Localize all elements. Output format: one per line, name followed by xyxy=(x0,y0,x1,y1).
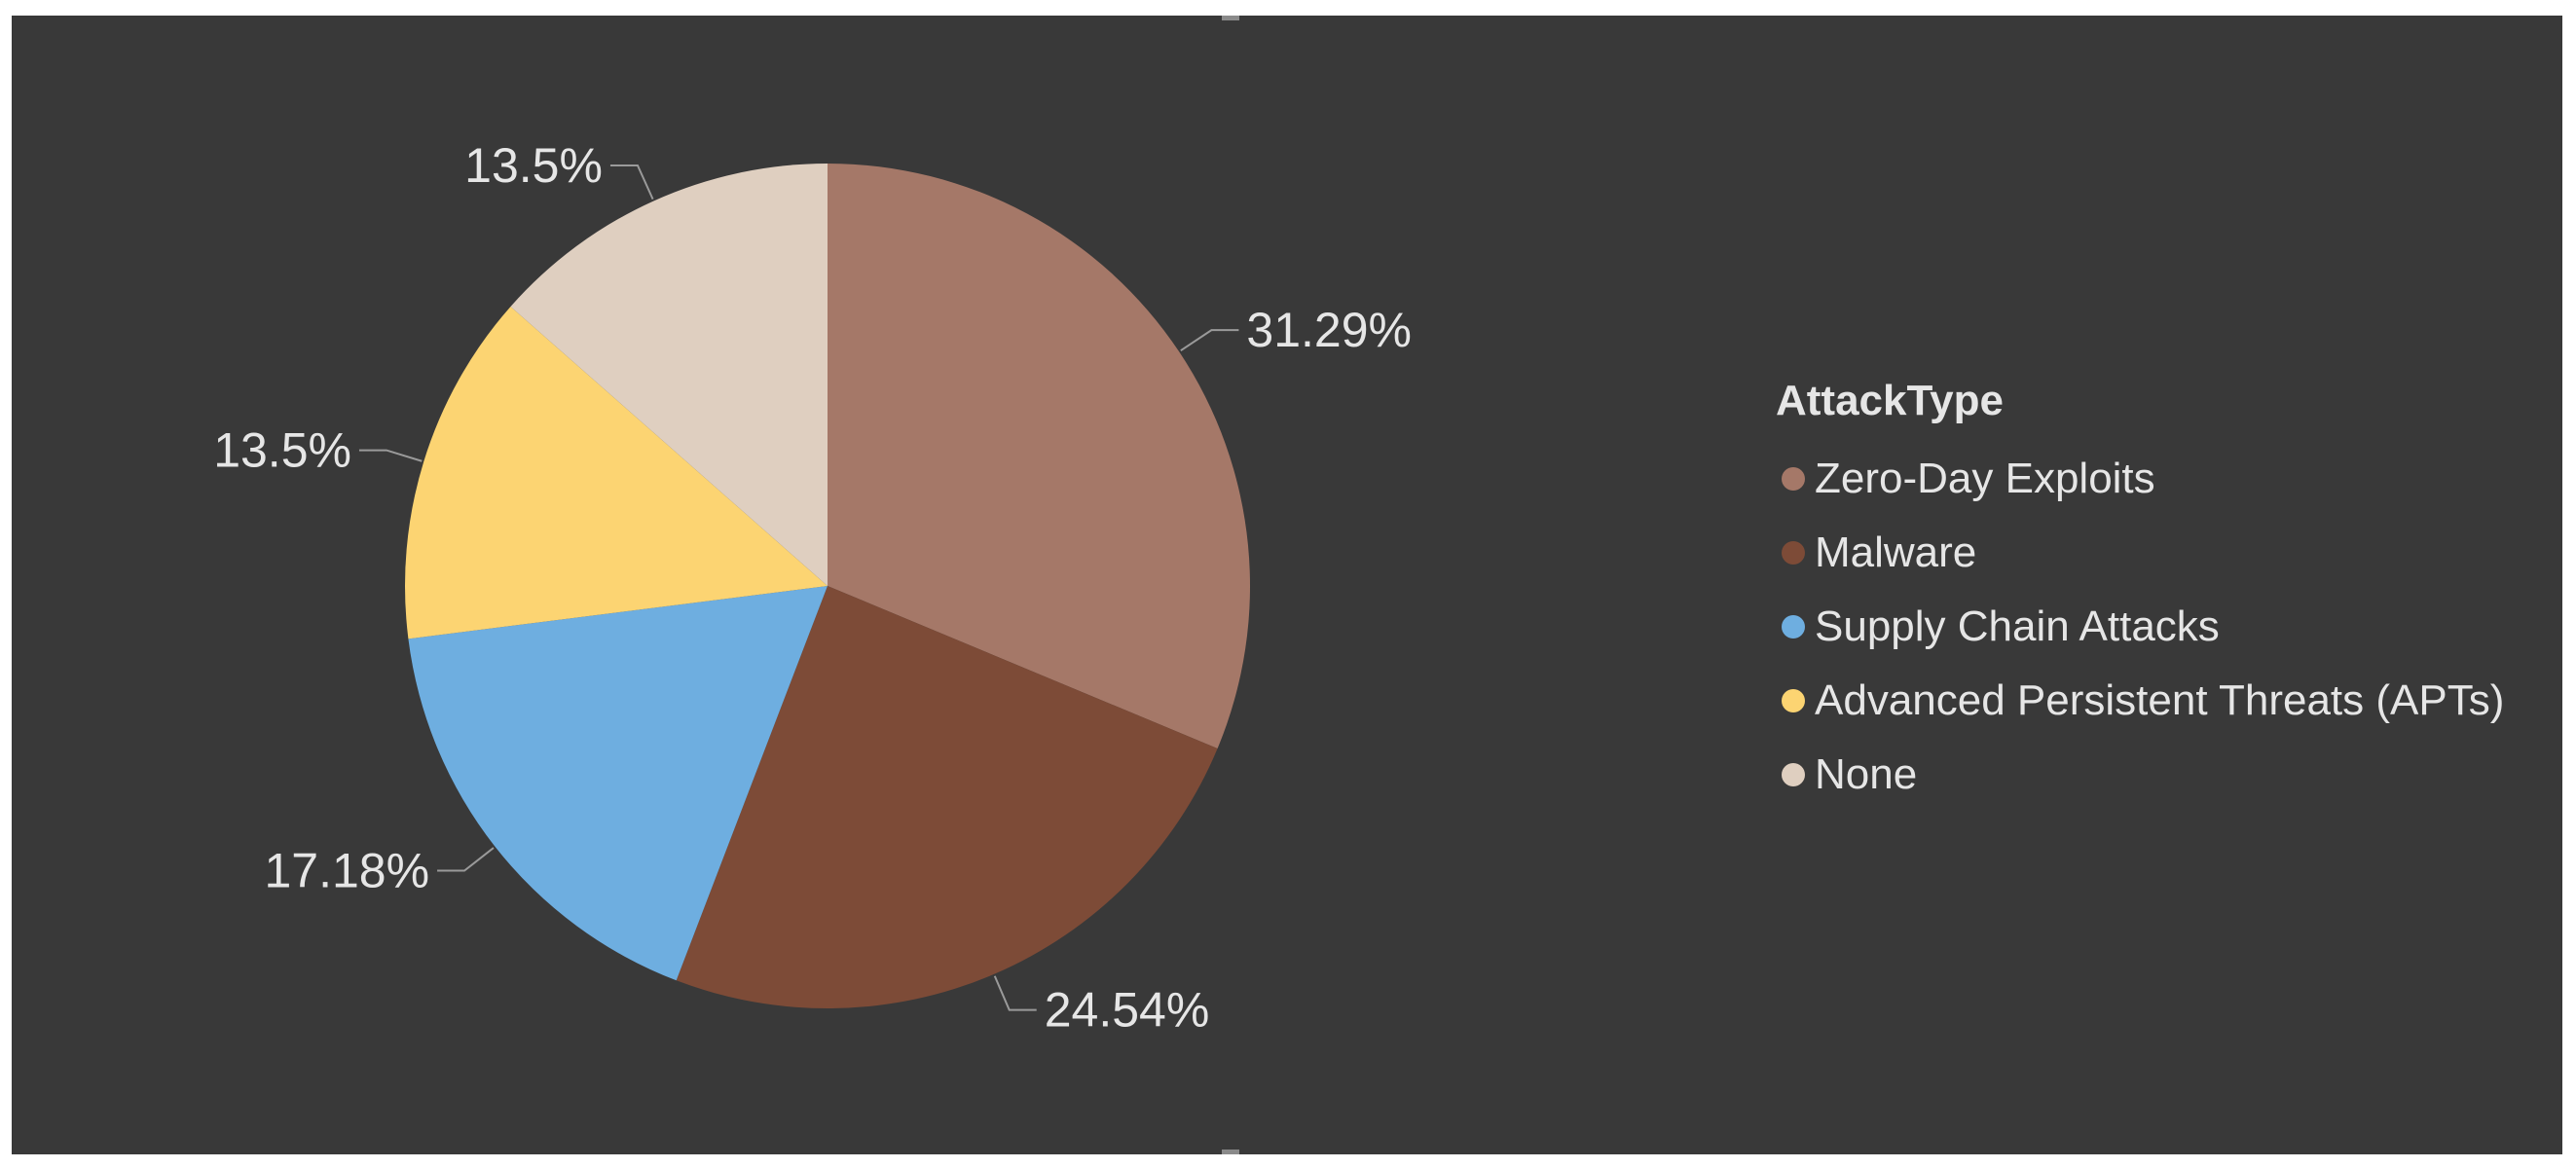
data-label: 17.18% xyxy=(264,844,429,898)
legend-item[interactable]: Malware xyxy=(1776,516,2504,590)
resize-handle-top[interactable] xyxy=(1222,16,1239,20)
leader-line xyxy=(1180,329,1239,352)
pie-slice[interactable] xyxy=(510,164,828,586)
legend-label: None xyxy=(1815,750,1918,798)
legend-marker-icon xyxy=(1782,689,1805,712)
data-label: 31.29% xyxy=(1246,303,1412,357)
legend-label: Zero-Day Exploits xyxy=(1815,455,2155,502)
pie-slice[interactable] xyxy=(404,306,828,639)
legend-item[interactable]: Supply Chain Attacks xyxy=(1776,590,2504,664)
data-label: 13.5% xyxy=(464,138,603,193)
pie-slice[interactable] xyxy=(676,586,1218,1008)
leader-line xyxy=(437,847,495,872)
legend-title: AttackType xyxy=(1776,377,2004,424)
legend-marker-icon xyxy=(1782,541,1805,565)
resize-handle-bottom[interactable] xyxy=(1222,1150,1239,1154)
legend-marker-icon xyxy=(1782,467,1805,491)
leader-line xyxy=(609,164,654,201)
legend-label: Advanced Persistent Threats (APTs) xyxy=(1815,676,2505,724)
data-label: 24.54% xyxy=(1045,983,1210,1038)
legend-item[interactable]: None xyxy=(1776,738,2504,812)
pie-slice[interactable] xyxy=(408,586,828,981)
pie-chart: 31.29% 24.54% 17.18% 13.5% 13.5% xyxy=(213,138,1412,1038)
legend-label: Supply Chain Attacks xyxy=(1815,602,2220,650)
legend-label: Malware xyxy=(1815,529,1977,576)
leader-line xyxy=(358,449,423,462)
leader-line xyxy=(993,975,1037,1011)
pie-slice[interactable] xyxy=(828,164,1250,749)
data-label: 13.5% xyxy=(213,423,351,478)
legend-item[interactable]: Advanced Persistent Threats (APTs) xyxy=(1776,664,2504,738)
legend-item[interactable]: Zero-Day Exploits xyxy=(1776,442,2504,516)
legend-marker-icon xyxy=(1782,763,1805,786)
chart-frame: 31.29% 24.54% 17.18% 13.5% 13.5% AttackType … xyxy=(12,16,2562,1154)
legend: AttackType Zero-Day Exploits Malware Suppl… xyxy=(1776,374,2504,812)
legend-marker-icon xyxy=(1782,615,1805,639)
